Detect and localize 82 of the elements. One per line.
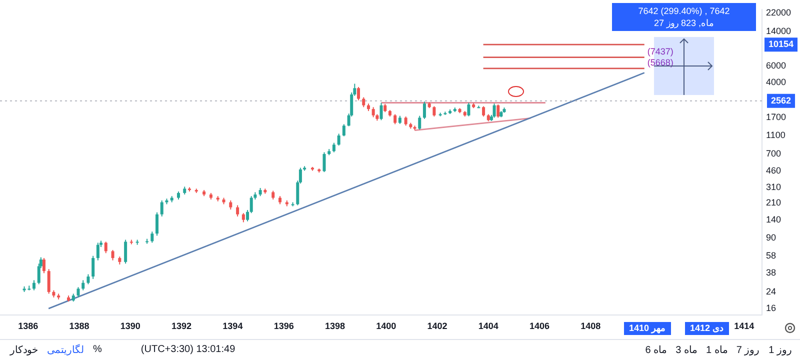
x-tick-label: 1404 xyxy=(478,321,498,332)
candlestick xyxy=(394,114,397,125)
candlestick xyxy=(422,101,426,120)
y-tick-label: 210 xyxy=(766,198,782,208)
date-label: دی 1412 xyxy=(685,322,729,335)
y-tick-label: 58 xyxy=(766,250,776,260)
candlestick xyxy=(104,241,108,254)
candlestick xyxy=(92,255,95,280)
candlestick xyxy=(250,196,253,214)
candlestick xyxy=(246,210,250,222)
y-tick-label: 1700 xyxy=(766,112,786,122)
candlestick xyxy=(229,200,232,210)
annotation: 7642 (299.40%) , 7642 xyxy=(637,5,731,17)
candlestick xyxy=(150,231,154,244)
candlestick xyxy=(492,103,496,118)
candlestick xyxy=(322,152,326,173)
candlestick xyxy=(357,86,360,101)
y-tick-label: 6000 xyxy=(766,60,786,71)
candlestick xyxy=(372,106,375,118)
series-label: (7437) xyxy=(647,46,674,56)
y-tick-label: 140 xyxy=(766,214,782,224)
candlestick xyxy=(467,102,470,117)
candlestick xyxy=(496,104,500,118)
candlestick xyxy=(42,258,46,274)
x-tick-label: 1402 xyxy=(427,321,448,332)
y-tick-label: 22000 xyxy=(766,7,792,18)
candlestick xyxy=(160,200,164,217)
candlestick xyxy=(418,115,422,130)
candlestick xyxy=(482,106,486,118)
x-tick-label: 1406 xyxy=(530,321,550,332)
text: 1 روز xyxy=(768,344,792,356)
x-tick-label: 1388 xyxy=(69,321,90,332)
x-tick-label: 1390 xyxy=(120,321,140,332)
text: لگاریتمی xyxy=(47,344,84,356)
x-tick-label: 1408 xyxy=(580,321,601,332)
y-tick-label: 1100 xyxy=(766,130,786,140)
y-tick-label: 38 xyxy=(766,268,776,278)
candlestick xyxy=(76,286,80,298)
x-tick-label: 1386 xyxy=(18,321,38,332)
y-tick-label: 16 xyxy=(766,303,776,314)
candlestick xyxy=(111,249,114,261)
candlestick xyxy=(404,116,408,126)
date-label: مهر 1410 xyxy=(624,322,671,335)
x-tick-label: 1394 xyxy=(222,321,243,332)
candlestick xyxy=(432,106,436,118)
candlestick xyxy=(86,274,90,285)
text: % xyxy=(93,344,102,356)
y-tick-label: 460 xyxy=(766,166,782,176)
y-tick-label: 14000 xyxy=(766,26,792,36)
candlestick xyxy=(242,212,245,223)
y-tick-label: 700 xyxy=(766,148,782,158)
candlestick xyxy=(96,242,100,261)
candlestick xyxy=(342,124,346,137)
x-tick-label: 1400 xyxy=(376,321,396,332)
candlestick xyxy=(337,133,340,146)
ref-line-label: 2562 xyxy=(770,95,792,106)
text: (UTC+3:30) 13:01:49 xyxy=(140,344,236,356)
candlestick xyxy=(380,102,383,121)
annotation: 10154 xyxy=(768,39,794,50)
series-label: (5668) xyxy=(647,57,674,68)
candlestick xyxy=(32,280,36,291)
candlestick xyxy=(47,268,50,294)
x-tick-label: 1398 xyxy=(324,321,345,332)
x-tick-label: 1414 xyxy=(734,321,754,332)
candlestick xyxy=(82,280,85,291)
candlestick xyxy=(332,142,336,153)
candlestick xyxy=(156,212,159,236)
annotation: 27 ماه, 823 روز xyxy=(652,17,716,29)
text: 1 ماه xyxy=(706,344,728,356)
text: 6 ماه xyxy=(645,344,667,356)
y-tick-label: 90 xyxy=(766,232,776,242)
x-tick-label: 1392 xyxy=(172,321,192,332)
candlestick xyxy=(124,239,128,264)
text: 3 ماه xyxy=(676,344,697,356)
text: 7 روز xyxy=(736,344,760,356)
x-tick-label: 1396 xyxy=(274,321,294,332)
y-tick-label: 4000 xyxy=(766,77,786,88)
y-tick-label: 24 xyxy=(766,286,776,296)
text: خودکار xyxy=(10,344,38,356)
candlestick xyxy=(362,96,366,108)
y-tick-label: 310 xyxy=(766,182,782,192)
candlestick xyxy=(236,204,240,217)
